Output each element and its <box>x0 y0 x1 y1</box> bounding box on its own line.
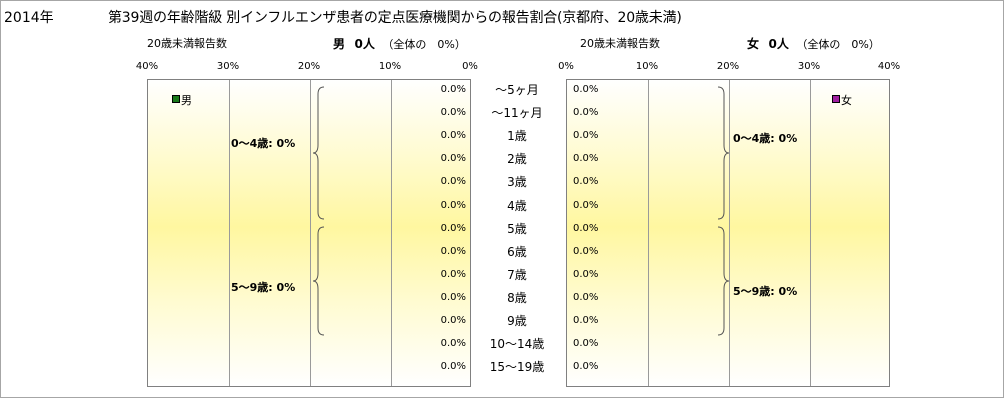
male-gridline <box>229 80 230 386</box>
male-value-label: 0.0% <box>440 107 466 119</box>
male-legend-swatch <box>172 95 180 103</box>
female-tick: 0% <box>558 61 574 72</box>
female-value-label: 0.0% <box>573 199 599 211</box>
category-label: 3歳 <box>507 175 527 190</box>
female-gridline <box>810 80 811 386</box>
female-gridline <box>729 80 730 386</box>
male-plot-area <box>147 79 471 387</box>
category-label: 10〜14歳 <box>489 337 545 352</box>
female-value-label: 0.0% <box>573 361 599 373</box>
male-brace-5-9 <box>312 226 325 336</box>
male-tick: 10% <box>378 61 402 72</box>
female-value-label: 0.0% <box>573 291 599 303</box>
male-value-label: 0.0% <box>440 338 466 350</box>
male-legend-label: 男 <box>181 94 192 107</box>
male-value-label: 0.0% <box>440 361 466 373</box>
male-value-label: 0.0% <box>440 268 466 280</box>
male-value-label: 0.0% <box>440 176 466 188</box>
female-share: （全体の 0%） <box>796 38 880 51</box>
female-count-label: 20歳未満報告数 <box>580 37 660 50</box>
female-count: 0人 <box>768 37 789 51</box>
female-value-label: 0.0% <box>573 338 599 350</box>
female-value-label: 0.0% <box>573 153 599 165</box>
category-label: 6歳 <box>507 244 527 259</box>
female-tick: 30% <box>797 61 821 72</box>
male-tick: 20% <box>297 61 321 72</box>
female-tick: 20% <box>716 61 740 72</box>
male-share: （全体の 0%） <box>382 38 466 51</box>
female-legend-label: 女 <box>841 94 852 107</box>
male-gridline <box>391 80 392 386</box>
male-value-label: 0.0% <box>440 199 466 211</box>
male-count-label: 20歳未満報告数 <box>147 37 227 50</box>
male-tick: 40% <box>135 61 159 72</box>
female-gridline <box>648 80 649 386</box>
female-annotation-0-4: 0〜4歳: 0% <box>733 132 798 145</box>
female-value-label: 0.0% <box>573 315 599 326</box>
female-tick: 40% <box>877 61 901 72</box>
chart-title: 第39週の年齢階級 別インフルエンザ患者の定点医療機関からの報告割合(京都府、2… <box>108 10 682 26</box>
female-legend: 女 <box>832 92 852 108</box>
male-value-label: 0.0% <box>440 153 466 165</box>
male-gridline <box>310 80 311 386</box>
female-value-label: 0.0% <box>573 268 599 280</box>
female-annotation-5-9: 5〜9歳: 0% <box>733 285 798 298</box>
male-value-label: 0.0% <box>440 130 466 142</box>
category-label: 4歳 <box>507 198 527 213</box>
male-count: 0人 <box>354 37 375 51</box>
male-sex-label: 男 <box>333 37 346 51</box>
category-label: 8歳 <box>507 290 527 305</box>
category-label: 9歳 <box>507 314 527 328</box>
male-tick: 0% <box>462 61 478 72</box>
category-label: 7歳 <box>507 267 527 282</box>
female-value-label: 0.0% <box>573 84 599 95</box>
female-value-label: 0.0% <box>573 176 599 188</box>
male-legend: 男 <box>172 92 192 108</box>
male-value-label: 0.0% <box>440 84 466 95</box>
male-summary: 男 0人 （全体の 0%） <box>333 35 466 52</box>
female-value-label: 0.0% <box>573 107 599 119</box>
category-label: 〜11ヶ月 <box>491 106 543 121</box>
category-label: 15〜19歳 <box>489 360 545 375</box>
female-legend-swatch <box>832 95 840 103</box>
female-value-label: 0.0% <box>573 130 599 142</box>
category-label: 5歳 <box>507 221 527 236</box>
female-tick: 10% <box>635 61 659 72</box>
chart-year: 2014年 <box>4 10 54 26</box>
category-label: 〜5ヶ月 <box>495 83 539 97</box>
female-value-label: 0.0% <box>573 222 599 234</box>
female-brace-5-9 <box>717 226 730 336</box>
female-value-label: 0.0% <box>573 245 599 257</box>
female-summary: 女 0人 （全体の 0%） <box>747 35 880 52</box>
male-tick: 30% <box>216 61 240 72</box>
category-label: 1歳 <box>507 129 527 144</box>
male-annotation-0-4: 0〜4歳: 0% <box>231 137 296 150</box>
female-plot-area <box>566 79 890 387</box>
male-value-label: 0.0% <box>440 245 466 257</box>
male-value-label: 0.0% <box>440 315 466 326</box>
female-brace-0-4 <box>717 86 730 220</box>
male-annotation-5-9: 5〜9歳: 0% <box>231 281 296 294</box>
male-brace-0-4 <box>312 86 325 220</box>
male-value-label: 0.0% <box>440 222 466 234</box>
female-sex-label: 女 <box>747 37 760 51</box>
category-label: 2歳 <box>507 152 527 167</box>
male-value-label: 0.0% <box>440 291 466 303</box>
